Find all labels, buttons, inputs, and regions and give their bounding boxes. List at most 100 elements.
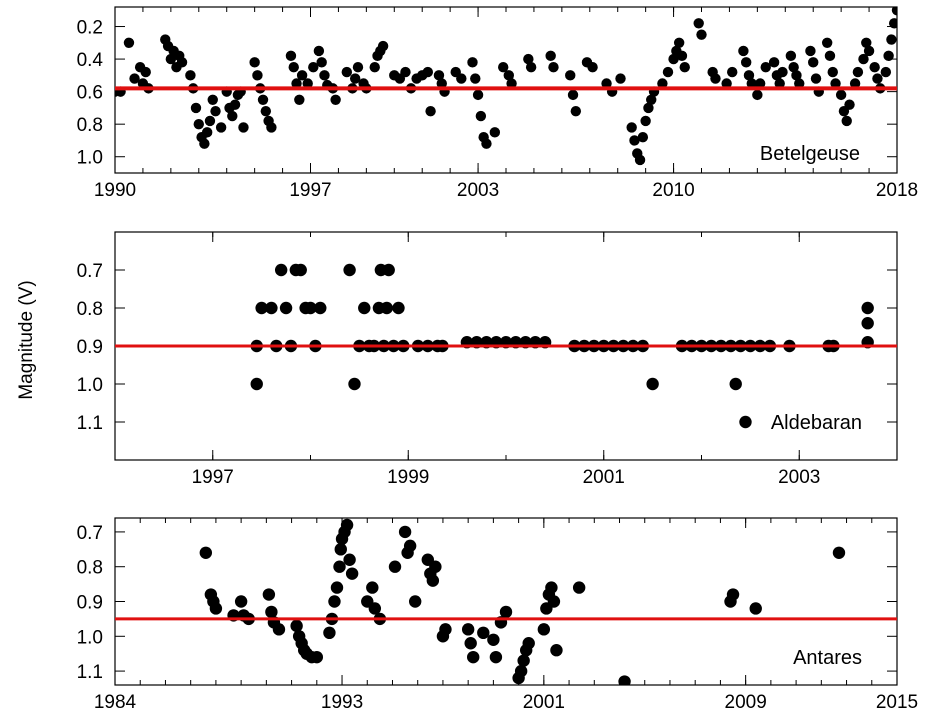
data-point (883, 50, 894, 62)
y-axis-label: Magnitude (V) (16, 280, 37, 399)
x-tick-label: 1999 (387, 467, 429, 488)
data-point (572, 581, 586, 594)
data-point (727, 66, 738, 78)
data-point (618, 675, 631, 685)
data-point (746, 78, 757, 89)
data-point (165, 53, 177, 65)
data-points (115, 7, 897, 166)
data-point (852, 66, 864, 78)
data-point (408, 595, 422, 608)
data-point (565, 70, 576, 81)
y-tick-label: 0.2 (77, 18, 103, 39)
data-point (345, 567, 359, 580)
data-point (601, 78, 612, 89)
data-point (467, 650, 480, 664)
data-point (333, 560, 346, 573)
data-point (696, 29, 707, 40)
data-point (880, 66, 892, 78)
data-point (861, 37, 872, 49)
y-tick-label: 0.9 (77, 593, 103, 614)
data-point (646, 94, 657, 105)
data-point (861, 301, 874, 315)
data-point (729, 377, 742, 391)
star-name-label: Aldebaran (771, 412, 862, 434)
data-point (238, 122, 249, 133)
data-point (872, 73, 883, 84)
data-point (643, 102, 654, 114)
data-point (262, 588, 276, 601)
data-point (257, 94, 269, 105)
data-point (140, 66, 151, 78)
data-point (358, 301, 371, 315)
data-point (726, 588, 740, 601)
data-point (433, 70, 445, 81)
data-point (752, 89, 763, 101)
data-point (514, 664, 528, 678)
data-point (227, 110, 238, 122)
star-name-label: Betelgeuse (760, 143, 860, 165)
data-point (777, 66, 788, 78)
data-point (272, 623, 286, 636)
data-point (209, 602, 223, 615)
data-point (343, 263, 356, 277)
data-point (824, 50, 836, 62)
y-tick-label: 0.8 (77, 299, 103, 320)
data-point (266, 122, 277, 133)
data-point (260, 105, 272, 117)
data-point (330, 581, 344, 594)
x-tick-label: 2003 (778, 467, 820, 488)
data-point (915, 290, 927, 302)
data-point (739, 415, 752, 429)
data-point (640, 115, 651, 127)
x-tick-label: 2010 (652, 180, 694, 201)
data-point (340, 518, 354, 532)
data-point (487, 633, 500, 646)
data-point (810, 73, 822, 84)
y-tick-label: 0.7 (77, 523, 103, 544)
y-tick-label: 0.6 (77, 83, 103, 104)
data-point (545, 50, 556, 62)
data-point (398, 525, 412, 539)
data-point (886, 34, 897, 45)
data-point (693, 18, 704, 29)
data-point (210, 105, 221, 117)
data-point (662, 66, 674, 78)
data-point (349, 73, 361, 84)
data-point (400, 66, 411, 78)
data-point (290, 619, 303, 633)
data-point (498, 62, 509, 73)
data-point (629, 135, 640, 146)
data-point (323, 626, 336, 640)
data-point (279, 301, 293, 315)
data-point (679, 62, 690, 73)
data-point (366, 581, 379, 594)
x-tick-label: 2001 (523, 692, 565, 713)
data-point (673, 37, 685, 49)
data-point (426, 574, 440, 587)
data-point (199, 138, 210, 149)
data-point (176, 57, 188, 68)
data-point (388, 560, 402, 573)
x-tick-label: 2015 (876, 692, 918, 713)
y-tick-label: 1.0 (77, 148, 103, 169)
x-tick-label: 2009 (725, 692, 767, 713)
data-point (403, 539, 417, 553)
data-point (587, 62, 598, 73)
data-point (461, 623, 475, 636)
data-point (646, 377, 659, 391)
data-point (832, 546, 846, 559)
data-point (330, 94, 341, 105)
data-point (615, 73, 626, 84)
data-point (481, 138, 492, 149)
data-point (550, 644, 563, 657)
data-point (548, 62, 559, 73)
data-point (288, 62, 299, 73)
data-point (185, 70, 196, 81)
data-point (545, 581, 558, 594)
plot-frame (114, 517, 898, 686)
data-point (392, 301, 405, 315)
data-point (768, 57, 780, 68)
data-point (517, 654, 530, 667)
data-point (285, 50, 297, 62)
